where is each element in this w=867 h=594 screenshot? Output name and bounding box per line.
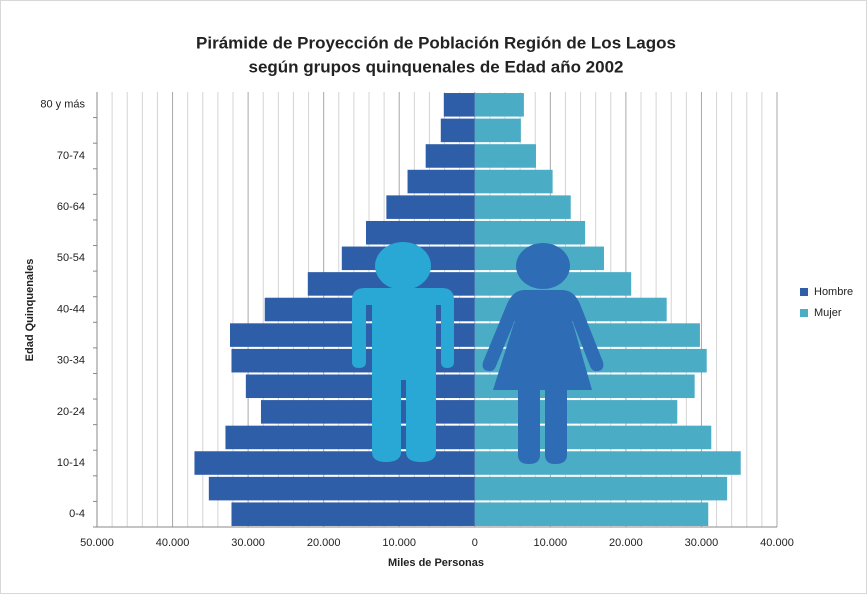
bar	[225, 425, 475, 450]
bar	[386, 195, 475, 219]
x-tick-label: 30.000	[685, 537, 719, 549]
legend-label: Hombre	[814, 286, 853, 298]
chart-subtitle: según grupos quinquenales de Edad año 20…	[248, 57, 623, 76]
bar	[474, 118, 521, 143]
y-tick-label: 20-24	[57, 406, 85, 418]
x-tick-label: 40.000	[760, 537, 794, 549]
y-tick-label: 80 y más	[40, 99, 85, 111]
bar	[474, 502, 709, 526]
y-tick-label: 30-34	[57, 355, 85, 367]
x-tick-label: 30.000	[231, 537, 265, 549]
bar	[231, 502, 475, 526]
bar	[474, 476, 728, 501]
bar	[474, 425, 712, 450]
x-tick-label: 20.000	[609, 537, 643, 549]
y-tick-label: 40-44	[57, 303, 85, 315]
y-tick-label: 70-74	[57, 150, 85, 162]
x-tick-label: 0	[472, 537, 478, 549]
bar	[208, 476, 475, 501]
bar	[474, 220, 586, 245]
bar	[443, 93, 475, 117]
bar	[407, 169, 475, 194]
man-icon	[352, 242, 454, 462]
bar	[365, 220, 475, 245]
chart-title: Pirámide de Proyección de Población Regi…	[196, 33, 676, 52]
y-tick-label: 10-14	[57, 457, 85, 469]
labels: 50.000 40.000 30.000 20.000 10.000 0 10.000 20.…	[40, 99, 853, 549]
y-tick-label: 60-64	[57, 201, 85, 213]
bar	[474, 195, 571, 219]
x-axis-title: Miles de Personas	[388, 557, 484, 569]
bar	[194, 451, 475, 475]
legend-swatch	[800, 288, 808, 296]
y-tick-label: 50-54	[57, 252, 85, 264]
bar	[425, 144, 475, 168]
x-tick-label: 40.000	[156, 537, 190, 549]
bar	[260, 400, 475, 424]
bar	[474, 169, 553, 194]
bar	[440, 118, 475, 143]
bar	[245, 374, 475, 399]
legend-label: Mujer	[814, 307, 842, 319]
bar	[474, 400, 678, 424]
x-tick-label: 10.000	[382, 537, 416, 549]
y-axis-title: Edad Quinquenales	[24, 259, 36, 362]
bar	[474, 451, 741, 475]
figures	[352, 242, 604, 464]
legend-swatch	[800, 309, 808, 317]
bar	[474, 144, 536, 168]
bar	[474, 93, 524, 117]
woman-icon	[482, 243, 604, 464]
y-tick-label: 0-4	[69, 508, 85, 520]
x-tick-label: 10.000	[534, 537, 568, 549]
x-tick-label: 20.000	[307, 537, 341, 549]
x-tick-label: 50.000	[80, 537, 114, 549]
